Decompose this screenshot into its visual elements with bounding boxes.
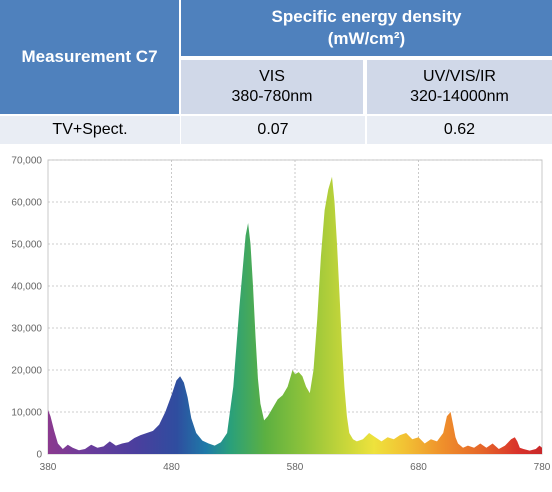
vis-header-line1: VIS	[259, 68, 285, 85]
y-tick-label: 20,000	[11, 366, 42, 377]
x-tick-label: 680	[410, 462, 427, 473]
x-tick-label: 780	[534, 462, 551, 473]
x-tick-label: 380	[40, 462, 57, 473]
x-tick-label: 480	[163, 462, 180, 473]
density-header: Specific energy density (mW/cm²)	[181, 0, 552, 58]
spectrum-chart: 0 10,000 20,000 30,000 40,000 50,000 60,000 70,…	[11, 156, 551, 474]
y-tick-label: 50,000	[11, 240, 42, 251]
x-axis-ticks: 380 480 580 680 780	[40, 462, 551, 473]
x-tick-label: 580	[287, 462, 304, 473]
spectrum-area	[48, 176, 542, 455]
vis-value: 0.07	[181, 116, 365, 144]
vis-header: VIS 380-780nm	[181, 60, 365, 114]
density-header-line1: Specific energy density	[271, 7, 462, 26]
table-divider	[0, 114, 552, 116]
measurement-header: Measurement C7	[0, 0, 180, 114]
vis-header-line2: 380-780nm	[231, 88, 313, 105]
spectrum-series	[48, 176, 542, 455]
y-tick-label: 70,000	[11, 156, 42, 167]
y-tick-label: 40,000	[11, 282, 42, 293]
y-tick-label: 0	[36, 450, 42, 461]
row-label: TV+Spect.	[0, 116, 180, 144]
y-axis-ticks: 0 10,000 20,000 30,000 40,000 50,000 60,000 70,…	[11, 156, 42, 461]
uv-header-line1: UV/VIS/IR	[423, 68, 496, 85]
uv-value: 0.62	[367, 116, 552, 144]
measurement-table: Measurement C7 Specific energy density (…	[0, 0, 552, 144]
y-tick-label: 10,000	[11, 408, 42, 419]
y-tick-label: 60,000	[11, 198, 42, 209]
density-header-line2: (mW/cm²)	[327, 29, 406, 48]
uv-header-line2: 320-14000nm	[410, 88, 509, 105]
y-tick-label: 30,000	[11, 324, 42, 335]
uv-header: UV/VIS/IR 320-14000nm	[367, 60, 552, 114]
